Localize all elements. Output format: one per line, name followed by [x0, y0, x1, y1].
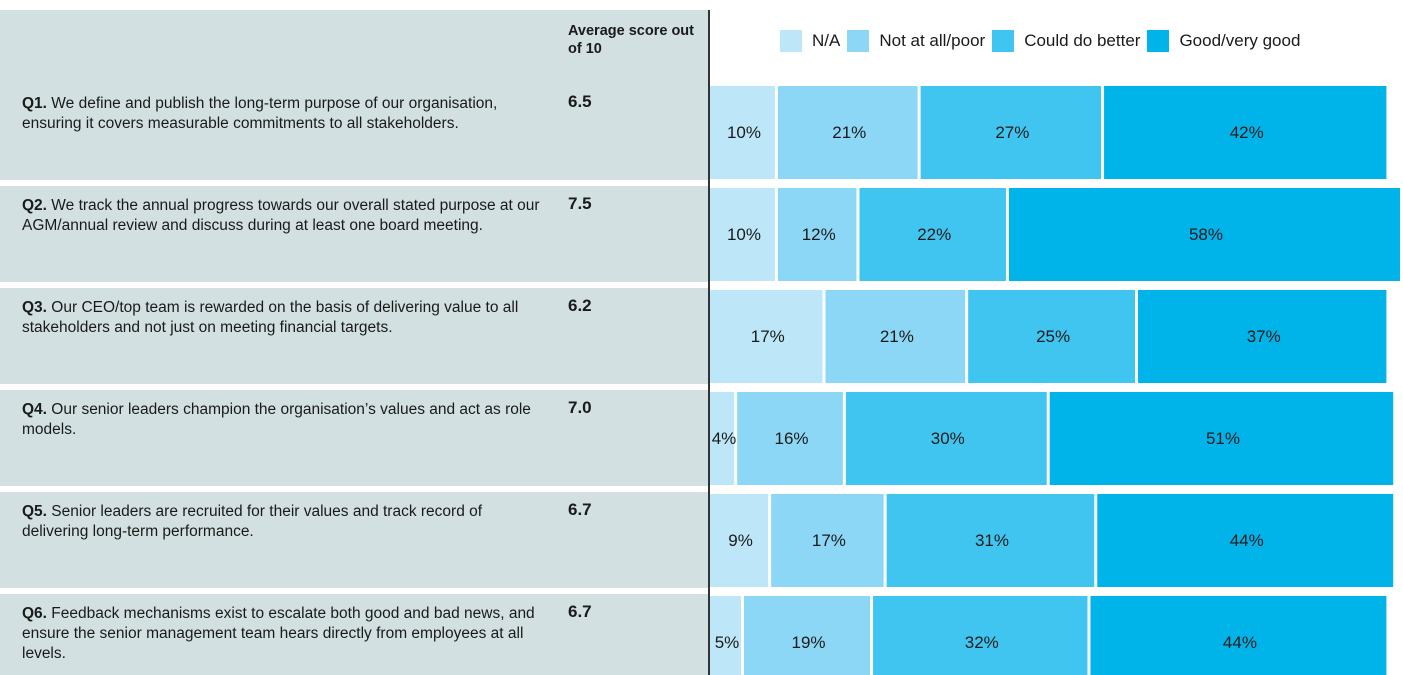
question: Q3. Our CEO/top team is rewarded on the … — [22, 298, 542, 338]
legend-item: Could do better — [992, 30, 1140, 52]
bar-segment — [859, 188, 1006, 281]
score-header: Average score out of 10 — [568, 23, 694, 57]
question-text: We track the annual progress towards our… — [22, 197, 540, 234]
data-label: 10% — [727, 225, 761, 244]
data-label: 19% — [791, 633, 825, 652]
legend-item: N/A — [780, 30, 840, 52]
bar-segment — [1138, 290, 1387, 383]
bar-segment — [710, 188, 775, 281]
legend-swatch — [1147, 30, 1170, 52]
question: Q6. Feedback mechanisms exist to escalat… — [22, 604, 542, 664]
question-text: Feedback mechanisms exist to escalate bo… — [22, 605, 535, 662]
question-number: Q2. — [22, 197, 47, 214]
question: Q1. We define and publish the long-term … — [22, 94, 542, 134]
question: Q2. We track the annual progress towards… — [22, 196, 542, 236]
data-label: 37% — [1247, 327, 1281, 346]
bar-segment — [771, 494, 884, 587]
question: Q4. Our senior leaders champion the orga… — [22, 400, 542, 440]
data-label: 4% — [712, 429, 737, 448]
data-label: 16% — [775, 429, 809, 448]
score: 6.2 — [568, 296, 592, 315]
question-number: Q6. — [22, 605, 47, 622]
question-number: Q4. — [22, 401, 47, 418]
score: 7.5 — [568, 194, 592, 213]
question: Q5. Senior leaders are recruited for the… — [22, 502, 542, 542]
data-label: 12% — [802, 225, 836, 244]
bar-segment — [1104, 86, 1387, 179]
data-label: 27% — [995, 123, 1029, 142]
legend-swatch — [847, 30, 870, 52]
divider — [708, 10, 710, 675]
data-label: 30% — [931, 429, 965, 448]
row-separator — [0, 384, 708, 390]
data-label: 44% — [1223, 633, 1257, 652]
bar-segment — [920, 86, 1102, 179]
data-label: 21% — [832, 123, 866, 142]
question-text: Our senior leaders champion the organisa… — [22, 401, 531, 438]
score: 6.5 — [568, 92, 592, 111]
data-label: 5% — [715, 633, 740, 652]
bar-segment — [873, 596, 1088, 675]
data-label: 21% — [880, 327, 914, 346]
data-label: 51% — [1206, 429, 1240, 448]
data-label: 22% — [917, 225, 951, 244]
bar-segment — [825, 290, 966, 383]
score: 6.7 — [568, 500, 592, 519]
bar-segment — [1008, 188, 1400, 281]
bar-segment — [743, 596, 871, 675]
bar-segment — [777, 188, 857, 281]
bar-segment — [710, 494, 769, 587]
legend-item: Not at all/poor — [847, 30, 985, 52]
legend-label: Not at all/poor — [879, 31, 986, 50]
bar-segment — [777, 86, 918, 179]
bar-segment — [1049, 392, 1394, 485]
score: 6.7 — [568, 602, 592, 621]
row-separator — [0, 486, 708, 492]
row-separator — [0, 588, 708, 594]
score: 7.0 — [568, 398, 592, 417]
legend-swatch — [992, 30, 1015, 52]
question-number: Q5. — [22, 503, 47, 520]
legend: N/A Not at all/poor Could do better Good/ve… — [780, 30, 1307, 52]
bar-segment — [710, 86, 775, 179]
bar-segment — [1090, 596, 1387, 675]
legend-item: Good/very good — [1147, 30, 1300, 52]
legend-swatch — [780, 30, 802, 52]
legend-label: Could do better — [1024, 31, 1141, 50]
bar-segment — [710, 290, 823, 383]
bar-segment — [710, 596, 741, 675]
legend-label: N/A — [812, 31, 841, 50]
data-label: 31% — [975, 531, 1009, 550]
question-text: Senior leaders are recruited for their v… — [22, 503, 483, 540]
data-label: 10% — [727, 123, 761, 142]
data-label: 44% — [1230, 531, 1264, 550]
question-text: We define and publish the long-term purp… — [22, 95, 498, 132]
data-label: 32% — [965, 633, 999, 652]
data-label: 17% — [751, 327, 785, 346]
data-label: 58% — [1189, 225, 1223, 244]
row-separator — [0, 180, 708, 186]
data-label: 42% — [1230, 123, 1264, 142]
legend-label: Good/very good — [1179, 31, 1301, 50]
data-label: 9% — [728, 531, 753, 550]
row-separator — [0, 282, 708, 288]
data-label: 17% — [812, 531, 846, 550]
question-number: Q1. — [22, 95, 47, 112]
bar-segment — [1097, 494, 1394, 587]
bar-segment — [845, 392, 1047, 485]
bar-segment — [710, 392, 735, 485]
question-text: Our CEO/top team is rewarded on the basi… — [22, 299, 519, 336]
bar-segment — [968, 290, 1136, 383]
bar-segment — [737, 392, 843, 485]
question-number: Q3. — [22, 299, 47, 316]
question-panel — [0, 10, 708, 675]
data-label: 25% — [1036, 327, 1070, 346]
bar-segment — [886, 494, 1095, 587]
